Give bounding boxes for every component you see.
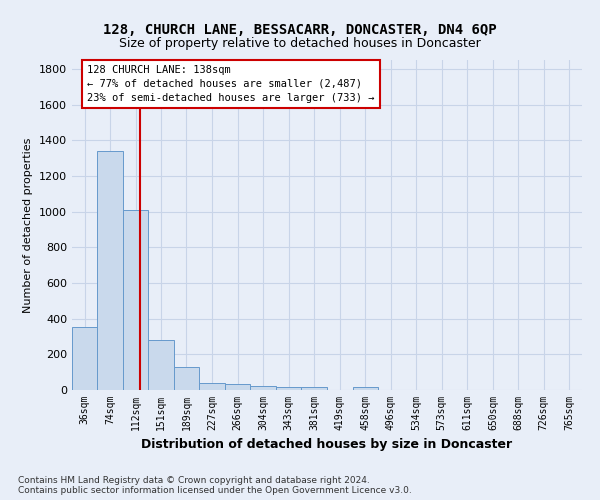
Bar [97, 151, 122, 390]
Text: Size of property relative to detached houses in Doncaster: Size of property relative to detached ho… [119, 38, 481, 51]
Bar [148, 340, 174, 390]
Bar [250, 386, 276, 390]
Bar [199, 383, 225, 390]
Text: 128, CHURCH LANE, BESSACARR, DONCASTER, DN4 6QP: 128, CHURCH LANE, BESSACARR, DONCASTER, … [103, 22, 497, 36]
Bar [301, 388, 326, 390]
Text: 128 CHURCH LANE: 138sqm
← 77% of detached houses are smaller (2,487)
23% of semi: 128 CHURCH LANE: 138sqm ← 77% of detache… [88, 65, 375, 103]
Bar [225, 384, 250, 390]
Bar [353, 388, 378, 390]
X-axis label: Distribution of detached houses by size in Doncaster: Distribution of detached houses by size … [142, 438, 512, 452]
Bar [72, 326, 97, 390]
Bar [174, 367, 199, 390]
Bar [122, 210, 148, 390]
Y-axis label: Number of detached properties: Number of detached properties [23, 138, 34, 312]
Bar [276, 388, 301, 390]
Text: Contains HM Land Registry data © Crown copyright and database right 2024.
Contai: Contains HM Land Registry data © Crown c… [18, 476, 412, 495]
